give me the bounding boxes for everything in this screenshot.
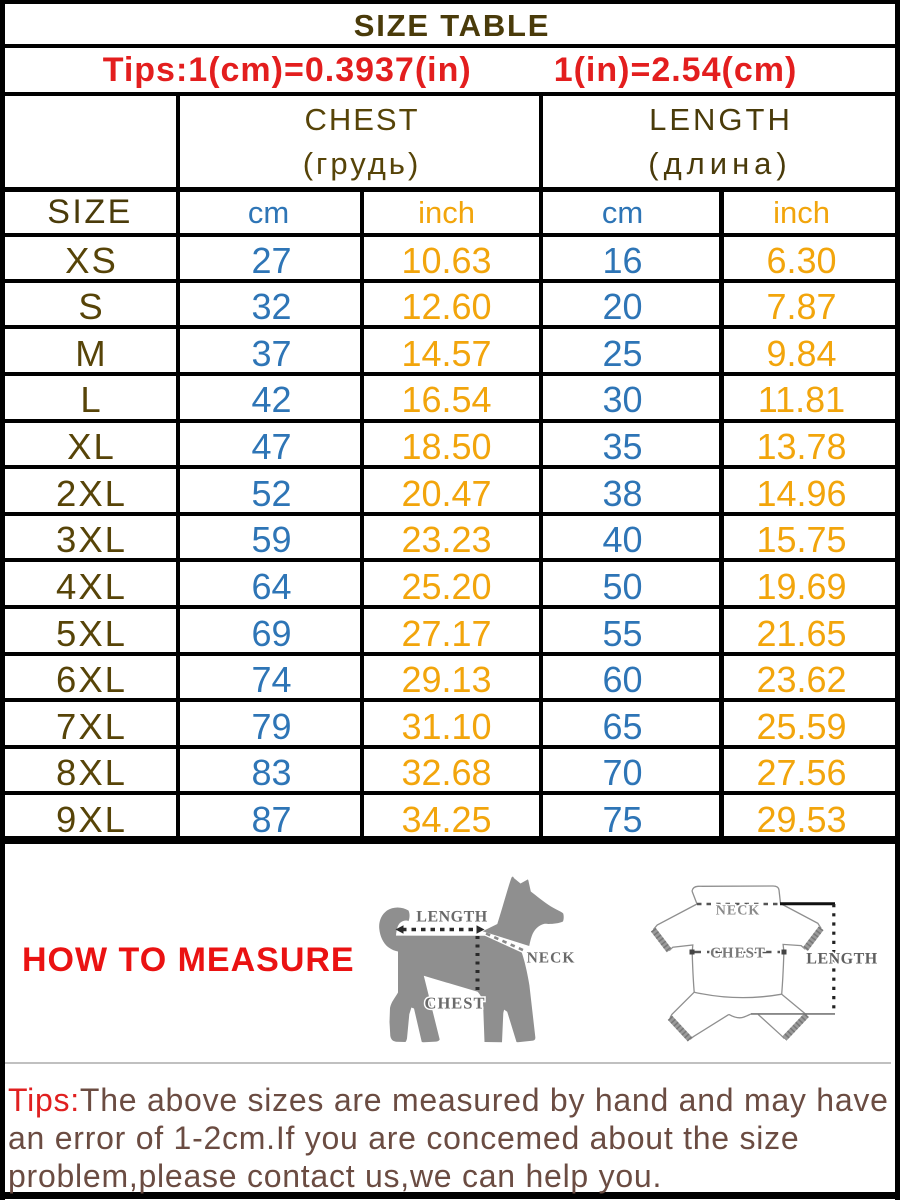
svg-text:CHEST: CHEST (425, 994, 486, 1013)
svg-text:NECK: NECK (716, 904, 760, 919)
svg-text:LENGTH: LENGTH (806, 951, 878, 968)
svg-text:CHEST: CHEST (710, 946, 766, 962)
svg-text:LENGTH: LENGTH (416, 909, 488, 926)
svg-text:NECK: NECK (527, 950, 576, 967)
